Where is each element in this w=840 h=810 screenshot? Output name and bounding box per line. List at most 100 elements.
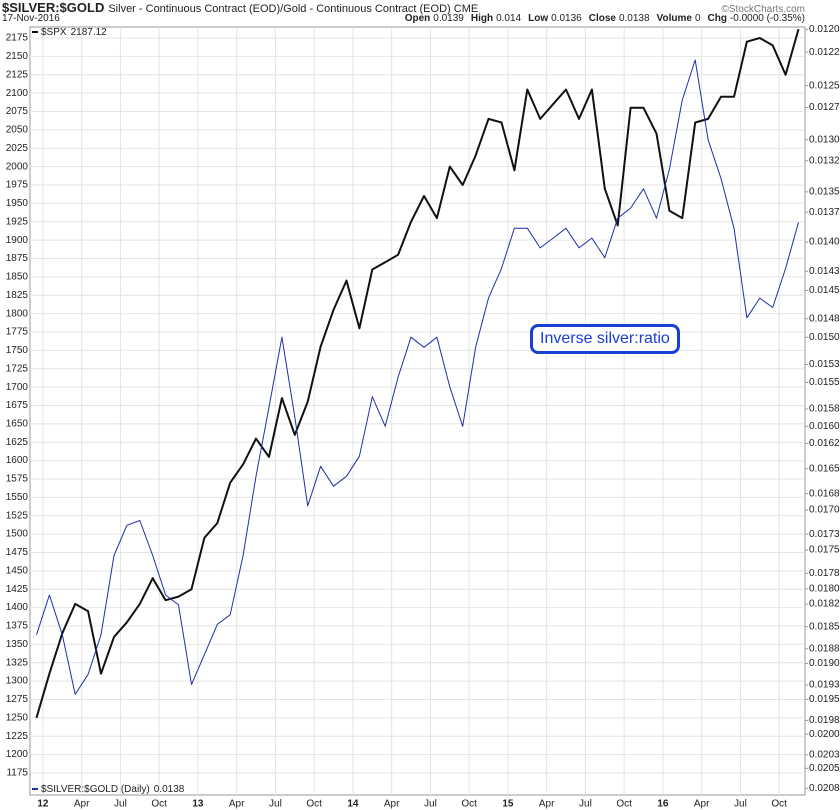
stat-label: Close [588, 13, 616, 24]
y2-tick-label: 0.0162 [809, 438, 840, 449]
symbol: $SILVER:$GOLD [2, 0, 105, 15]
stat: High 0.014 [471, 13, 521, 24]
y-tick-label: 1400 [6, 602, 29, 613]
y-tick-label: 2100 [6, 88, 29, 99]
stat-value: 0.0138 [618, 13, 650, 24]
y2-tick-label: 0.0135 [809, 186, 840, 197]
y2-tick-label: 0.0203 [809, 749, 840, 760]
y-tick-label: 1275 [6, 694, 29, 705]
stat: Low 0.0136 [528, 13, 582, 24]
y-tick-label: 1300 [6, 676, 29, 687]
header-stats: 17-Nov-2016 Open 0.0139 High 0.014 Low 0.0136… [2, 13, 805, 24]
y2-tick-label: 0.0180 [809, 583, 840, 594]
x-tick-label: Oct [771, 799, 787, 810]
stat: Open 0.0139 [405, 13, 464, 24]
legend-text: $SILVER:$GOLD (Daily) 0.0138 [41, 784, 185, 795]
y-tick-label: 2000 [6, 161, 29, 172]
y-tick-label: 1425 [6, 584, 29, 595]
y-tick-label: 1350 [6, 639, 29, 650]
x-tick-label: Apr [229, 799, 245, 810]
x-tick-label: Oct [461, 799, 477, 810]
y2-tick-label: 0.0120 [809, 24, 840, 35]
y-tick-label: 1850 [6, 272, 29, 283]
stat-value: 0.0136 [551, 13, 582, 24]
x-tick-label: Jul [734, 799, 747, 810]
y2-tick-label: 0.0182 [809, 599, 840, 610]
x-tick-label: 15 [502, 799, 514, 810]
x-tick-label: Jul [269, 799, 282, 810]
plot-area [29, 26, 806, 796]
y-tick-label: 1975 [6, 180, 29, 191]
y-tick-label: 1200 [6, 749, 29, 760]
y2-tick-label: 0.0122 [809, 47, 840, 58]
credit: ©StockCharts.com [721, 4, 805, 15]
legend-name: $SPX [41, 27, 67, 38]
y-tick-label: 1650 [6, 419, 29, 430]
x-tick-label: 16 [657, 799, 669, 810]
y-tick-label: 1900 [6, 235, 29, 246]
y-tick-label: 1825 [6, 290, 29, 301]
y-tick-label: 1375 [6, 621, 29, 632]
y2-tick-label: 0.0137 [809, 207, 840, 218]
y-tick-label: 1800 [6, 308, 29, 319]
y2-tick-label: 0.0195 [809, 694, 840, 705]
y-tick-label: 1725 [6, 363, 29, 374]
x-tick-label: Apr [384, 799, 400, 810]
y-tick-label: 1325 [6, 657, 29, 668]
x-tick-label: 12 [37, 799, 49, 810]
y-tick-label: 1675 [6, 400, 29, 411]
description: Silver - Continuous Contract (EOD)/Gold … [108, 3, 451, 15]
y2-tick-label: 0.0200 [809, 729, 840, 740]
annotation: Inverse silver:ratio [530, 324, 680, 354]
y2-tick-label: 0.0140 [809, 237, 840, 248]
y-tick-label: 1700 [6, 382, 29, 393]
y-tick-label: 1750 [6, 345, 29, 356]
y-tick-label: 1550 [6, 492, 29, 503]
x-tick-label: 14 [347, 799, 359, 810]
y-tick-label: 2150 [6, 51, 29, 62]
header: $SILVER:$GOLD Silver - Continuous Contra… [2, 0, 805, 15]
x-tick-label: Apr [539, 799, 555, 810]
y-tick-label: 1475 [6, 547, 29, 558]
stat-value: 0.0139 [433, 13, 464, 24]
y-tick-label: 1525 [6, 510, 29, 521]
y-tick-label: 1450 [6, 565, 29, 576]
y2-tick-label: 0.0178 [809, 568, 840, 579]
stat-value: 0.014 [496, 13, 522, 24]
stat-label: Open [404, 13, 431, 24]
series-line [36, 59, 799, 695]
x-tick-label: Apr [694, 799, 710, 810]
y2-tick-label: 0.0165 [809, 463, 840, 474]
x-tick-label: Jul [424, 799, 437, 810]
y2-tick-label: 0.0155 [809, 377, 840, 388]
y-tick-label: 1250 [6, 712, 29, 723]
legend-text: $SPX 2187.12 [41, 27, 107, 38]
y2-tick-label: 0.0190 [809, 658, 840, 669]
x-tick-label: Oct [306, 799, 322, 810]
y-tick-label: 2025 [6, 143, 29, 154]
y2-tick-label: 0.0125 [809, 80, 840, 91]
y2-tick-label: 0.0130 [809, 134, 840, 145]
y-tick-label: 1225 [6, 731, 29, 742]
y2-tick-label: 0.0168 [809, 488, 840, 499]
y2-tick-label: 0.0148 [809, 313, 840, 324]
stat-label: Chg [707, 13, 727, 24]
y2-tick-label: 0.0145 [809, 285, 840, 296]
y2-tick-label: 0.0170 [809, 505, 840, 516]
y-tick-label: 1950 [6, 198, 29, 209]
date: 17-Nov-2016 [2, 13, 60, 24]
y2-tick-label: 0.0208 [809, 783, 840, 794]
y2-tick-label: 0.0160 [809, 421, 840, 432]
stat: Chg -0.0000 (-0.35%) [708, 13, 806, 24]
legend-value: 0.0138 [154, 784, 185, 795]
legend-value: 2187.12 [71, 27, 108, 38]
y-tick-label: 1625 [6, 437, 29, 448]
y-tick-label: 1175 [6, 768, 28, 779]
y-tick-label: 1925 [6, 216, 29, 227]
stat-value: 0 [694, 13, 701, 24]
y-tick-label: 1500 [6, 529, 29, 540]
exchange: CME [453, 3, 479, 15]
y-tick-label: 2050 [6, 125, 29, 136]
y2-tick-label: 0.0198 [809, 715, 840, 726]
